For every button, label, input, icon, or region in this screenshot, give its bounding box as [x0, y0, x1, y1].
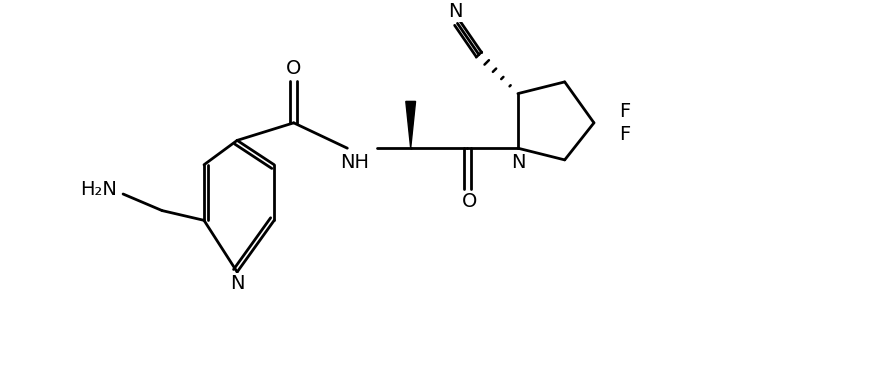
- Text: N: N: [510, 153, 525, 172]
- Text: H₂N: H₂N: [80, 180, 117, 199]
- Text: NH: NH: [340, 153, 369, 172]
- Text: O: O: [461, 192, 477, 211]
- Text: O: O: [286, 59, 302, 78]
- Text: F: F: [620, 125, 631, 144]
- Text: N: N: [448, 2, 462, 21]
- Text: N: N: [230, 274, 245, 293]
- Polygon shape: [406, 101, 415, 148]
- Text: F: F: [620, 102, 631, 121]
